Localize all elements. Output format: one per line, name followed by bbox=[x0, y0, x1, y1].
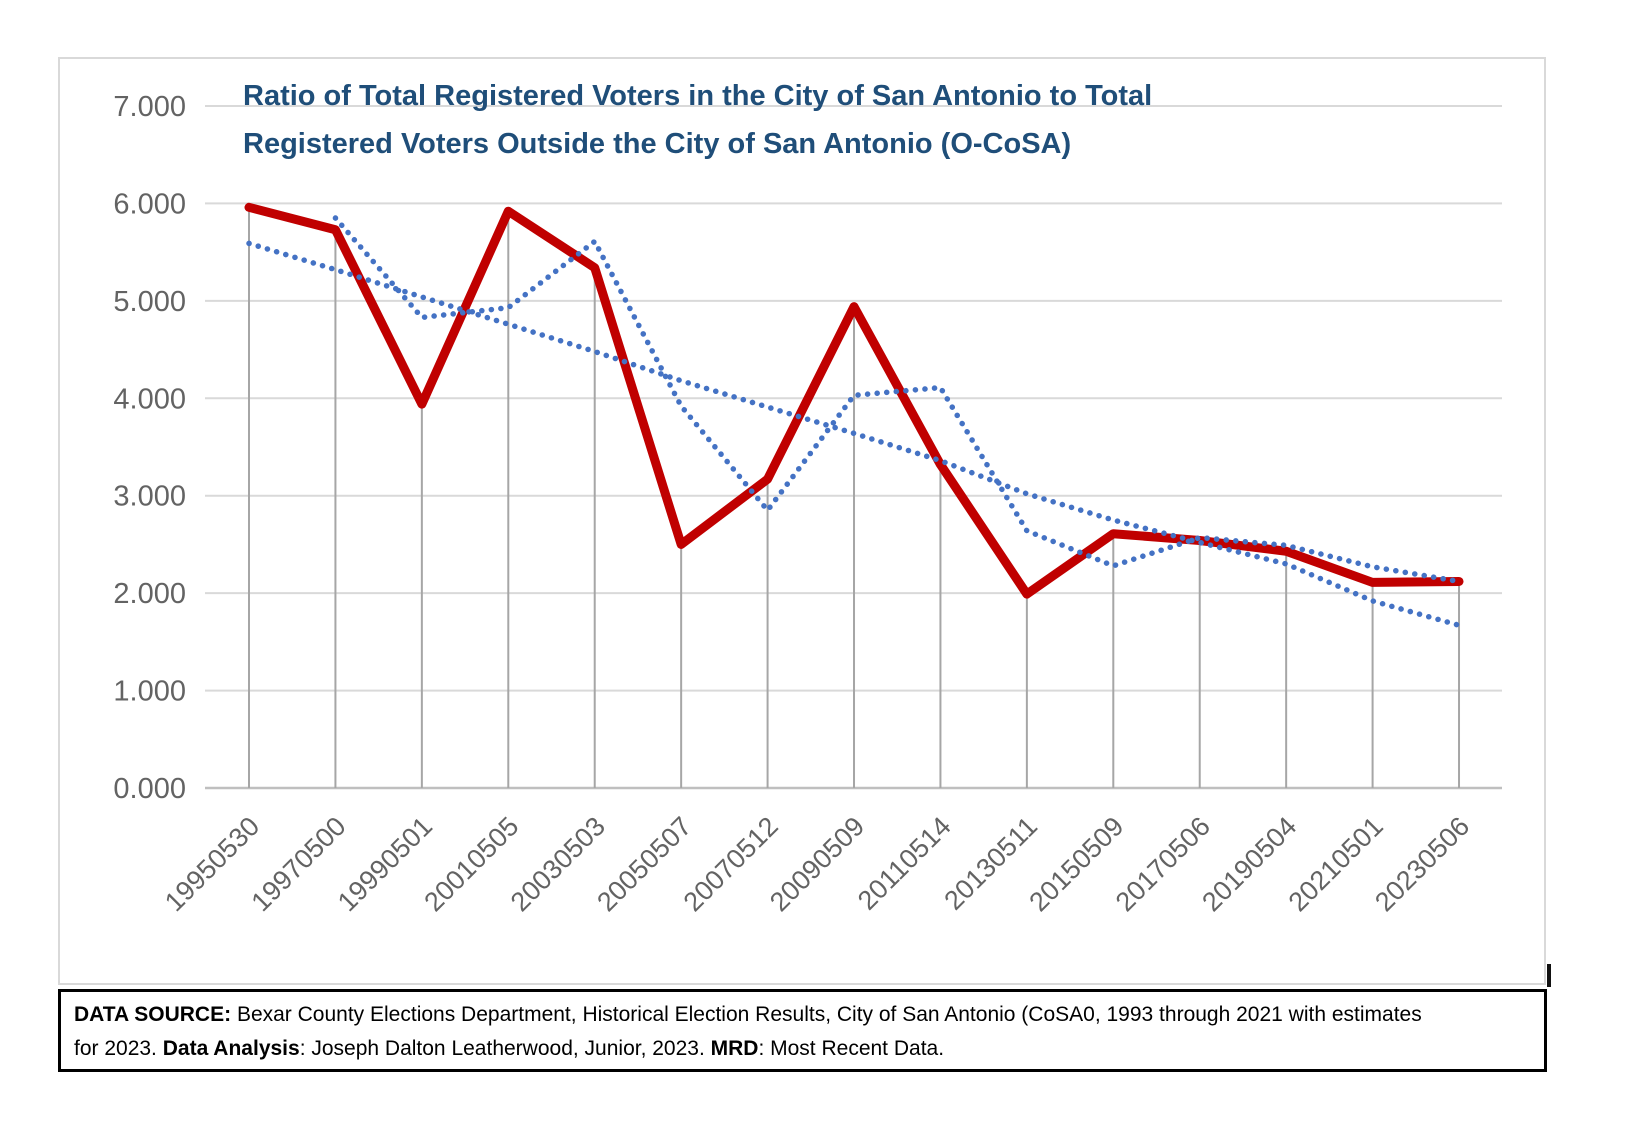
chart-title-line-2: Registered Voters Outside the City of Sa… bbox=[243, 128, 1072, 160]
x-axis-tick-label: 19950530 bbox=[159, 811, 265, 917]
blue-dotted-trend-line bbox=[246, 240, 1462, 629]
source-text-segment: MRD bbox=[710, 1037, 759, 1060]
x-axis-tick-label: 20190504 bbox=[1196, 811, 1302, 917]
red-ratio-line bbox=[244, 202, 1464, 599]
y-axis-tick-label: 7.000 bbox=[113, 91, 186, 123]
source-text-segment: for 2023. bbox=[74, 1037, 163, 1060]
data-source-box: DATA SOURCE: Bexar County Elections Depa… bbox=[58, 989, 1547, 1072]
x-axis-tick-label: 20150509 bbox=[1023, 811, 1129, 917]
data-source-line-1: DATA SOURCE: Bexar County Elections Depa… bbox=[74, 998, 1532, 1032]
x-axis-tick-label: 20170506 bbox=[1110, 811, 1216, 917]
x-axis-tick-label: 20010505 bbox=[418, 811, 524, 917]
y-axis-tick-label: 4.000 bbox=[113, 383, 186, 415]
chart-title-line-1: Ratio of Total Registered Voters in the … bbox=[243, 80, 1153, 112]
x-axis-tick-label: 20070512 bbox=[678, 811, 784, 917]
x-axis-tick-label: 19990501 bbox=[332, 811, 438, 917]
blue-dotted-wavy-line bbox=[332, 215, 1462, 585]
source-text-segment: DATA SOURCE: bbox=[74, 1003, 232, 1026]
y-axis-tick-label: 3.000 bbox=[113, 481, 186, 513]
x-axis-tick-label: 20110514 bbox=[852, 811, 957, 916]
x-axis-tick-label: 20230506 bbox=[1369, 811, 1475, 917]
y-axis-tick-label: 2.000 bbox=[113, 578, 186, 610]
x-axis-tick-label: 20030503 bbox=[505, 811, 611, 917]
source-text-segment: Data Analysis bbox=[162, 1037, 300, 1060]
chart-area-frame bbox=[58, 57, 1546, 985]
y-axis-tick-label: 0.000 bbox=[113, 773, 186, 805]
x-axis-tick-label: 20210501 bbox=[1283, 811, 1389, 917]
x-axis-tick-label: 20090509 bbox=[764, 811, 870, 917]
y-axis-tick-label: 1.000 bbox=[113, 676, 186, 708]
y-axis-tick-label: 5.000 bbox=[113, 286, 186, 318]
x-axis-tick-label: 20050507 bbox=[591, 811, 697, 917]
chart-title: Ratio of Total Registered Voters in the … bbox=[243, 72, 1383, 168]
source-text-segment: : Joseph Dalton Leatherwood, Junior, 202… bbox=[299, 1037, 711, 1060]
data-source-line-2: for 2023. Data Analysis: Joseph Dalton L… bbox=[74, 1032, 1532, 1066]
y-axis-tick-label: 6.000 bbox=[113, 188, 186, 220]
source-text-segment: Bexar County Elections Department, Histo… bbox=[231, 1003, 1422, 1026]
text-cursor-artifact bbox=[1547, 964, 1551, 987]
x-axis-tick-label: 19970500 bbox=[246, 811, 352, 917]
source-text-segment: : Most Recent Data. bbox=[758, 1037, 945, 1060]
